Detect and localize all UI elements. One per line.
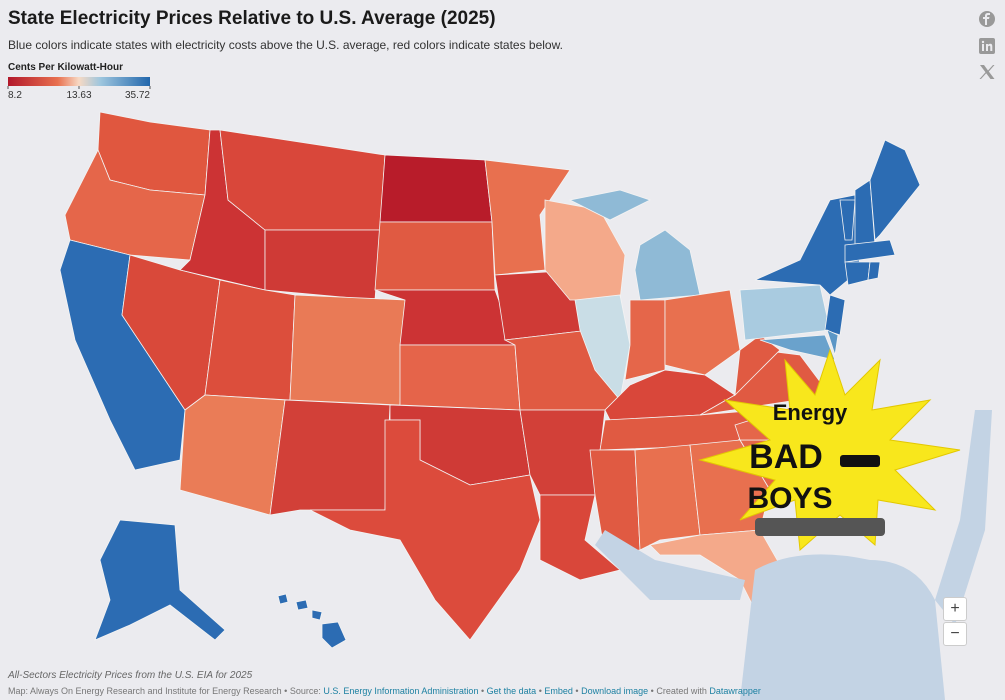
x-icon[interactable] [978,63,996,81]
person-arm [935,410,992,625]
overlay-text: BOYS [747,482,832,515]
turntable [755,518,885,536]
separator: • [480,686,485,696]
state [759,334,836,361]
embed-link[interactable]: Embed [544,686,573,696]
state [295,599,309,611]
zoom-out-button[interactable]: − [943,622,967,646]
state [844,239,896,263]
state [739,284,831,341]
overlay-image: Energy BAD BOYS [595,348,992,700]
state [264,229,381,301]
overlay-text: BAD [749,438,823,476]
state [568,189,652,221]
source-label: Source: [289,686,321,696]
legend-ticks: 8.2 13.63 35.72 [7,86,151,101]
state [179,394,286,516]
zoom-in-button[interactable]: + [943,597,967,621]
legend-bar [8,77,150,86]
legend: Cents Per Kilowatt-Hour 8.2 13.63 35.72 [7,62,151,101]
state [664,289,741,376]
state [634,444,701,551]
caption: All-Sectors Electricity Prices from the … [8,670,253,681]
state [289,294,406,406]
state [869,139,921,241]
state [399,344,521,411]
linkedin-icon[interactable] [978,37,996,55]
title: State Electricity Prices Relative to U.S… [8,8,496,29]
legend-tick-label: 35.72 [125,90,150,101]
credit: Map: Always On Energy Research and Insti… [8,686,282,696]
subtitle: Blue colors indicate states with electri… [8,38,563,52]
source-link[interactable]: U.S. Energy Information Administration [323,686,479,696]
state [94,519,226,641]
state [309,419,541,641]
sunglasses [840,455,880,467]
separator: • [284,686,288,696]
state [374,221,496,291]
overlay-text: Energy [773,400,848,425]
get-data-link[interactable]: Get the data [486,686,537,696]
download-link[interactable]: Download image [581,686,649,696]
legend-title: Cents Per Kilowatt-Hour [8,62,123,73]
state [634,229,701,301]
state [844,261,871,286]
state [839,199,856,241]
separator: • [650,686,654,696]
state [379,154,493,223]
datawrapper-link[interactable]: Datawrapper [709,686,761,696]
state [624,299,666,381]
state [826,329,839,356]
state [867,261,881,281]
legend-tick-label: 13.63 [66,90,91,101]
separator: • [575,686,579,696]
state [269,399,391,516]
person-shirt [740,554,945,700]
state [824,294,846,336]
created-label: Created with [656,686,707,696]
state [311,609,323,621]
facebook-icon[interactable] [978,10,996,28]
state [277,593,289,605]
state [204,279,296,401]
starburst [698,348,961,552]
footer: Map: Always On Energy Research and Insti… [8,686,761,696]
separator: • [538,686,542,696]
state [321,621,347,649]
legend-tick-label: 8.2 [8,90,22,101]
person-arm [595,530,745,600]
